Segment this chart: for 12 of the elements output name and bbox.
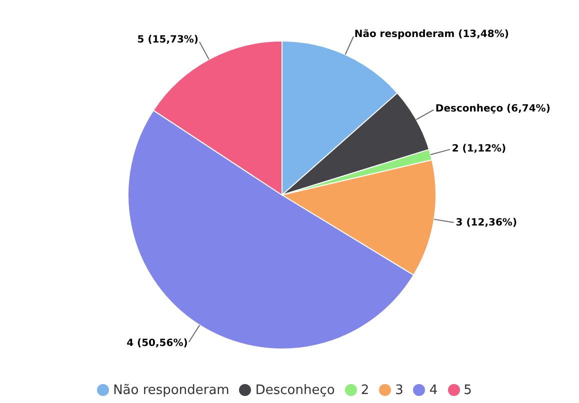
legend-label: Não responderam bbox=[113, 383, 230, 398]
legend-label: 3 bbox=[395, 383, 404, 398]
legend-label: 4 bbox=[429, 383, 438, 398]
legend-label: 2 bbox=[360, 383, 370, 398]
data-label: 5 (15,73%) bbox=[137, 34, 199, 46]
data-label: 3 (12,36%) bbox=[456, 217, 518, 228]
legend-label: Desconheço bbox=[255, 383, 335, 398]
legend-label: 5 bbox=[464, 383, 472, 398]
data-label: 2 (1,12%) bbox=[452, 143, 506, 154]
data-label: Não responderam (13,48%) bbox=[354, 29, 509, 40]
data-label: 4 (50,56%) bbox=[126, 338, 188, 350]
data-label: Desconheço (6,74%) bbox=[435, 103, 550, 114]
